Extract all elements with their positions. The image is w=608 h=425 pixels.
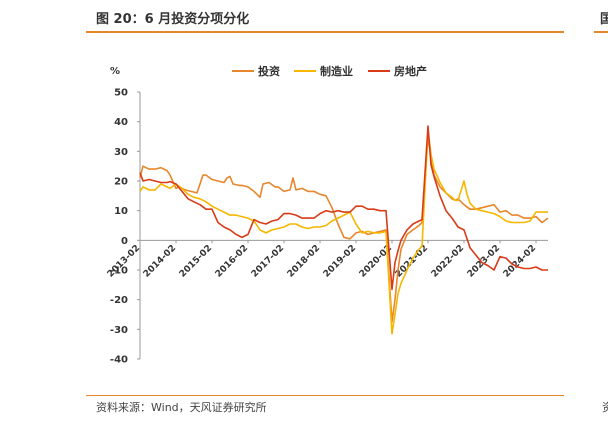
x-tick-label: 2014-02 — [142, 243, 178, 279]
y-tick-label: -10 — [110, 266, 128, 277]
series-line — [139, 129, 548, 335]
source-note: 资料来源：Wind，天风证券研究所 — [96, 401, 267, 414]
legend-label: 房地产 — [394, 64, 427, 78]
adjacent-source-fragment: 资 — [602, 401, 608, 414]
x-tick-label: 2017-02 — [250, 243, 286, 279]
title-rule — [86, 31, 564, 33]
chart-lines — [139, 125, 549, 335]
legend-label: 投资 — [258, 64, 280, 78]
y-tick-label: -20 — [110, 295, 128, 306]
y-tick-label: 50 — [114, 88, 128, 99]
y-tick-label: 20 — [114, 177, 128, 188]
chart-legend: 投资 制造业 房地产 — [232, 64, 427, 78]
legend-label: 制造业 — [320, 64, 353, 78]
series-line — [139, 135, 549, 323]
y-tick-label: 40 — [114, 117, 128, 128]
y-tick-label: 30 — [114, 147, 128, 158]
y-tick-label: -40 — [110, 355, 128, 366]
x-tick-label: 2022-02 — [430, 243, 466, 279]
x-tick-label: 2019-02 — [322, 243, 358, 279]
y-tick-label: 0 — [121, 236, 128, 247]
y-axis-unit-label: % — [110, 66, 120, 77]
source-rule — [86, 395, 564, 396]
title-rule-right — [594, 31, 608, 33]
x-tick-label: 2018-02 — [286, 243, 322, 279]
figure-title: 图 20：6 月投资分项分化 — [96, 12, 250, 27]
x-tick-label: 2015-02 — [178, 243, 214, 279]
x-tick-label: 2024-02 — [502, 243, 538, 279]
series-line — [139, 125, 548, 291]
y-tick-label: -30 — [110, 325, 128, 336]
y-tick-label: 10 — [114, 206, 128, 217]
adjacent-figure-title-fragment: 国 — [600, 12, 608, 27]
x-tick-label: 2016-02 — [214, 243, 250, 279]
